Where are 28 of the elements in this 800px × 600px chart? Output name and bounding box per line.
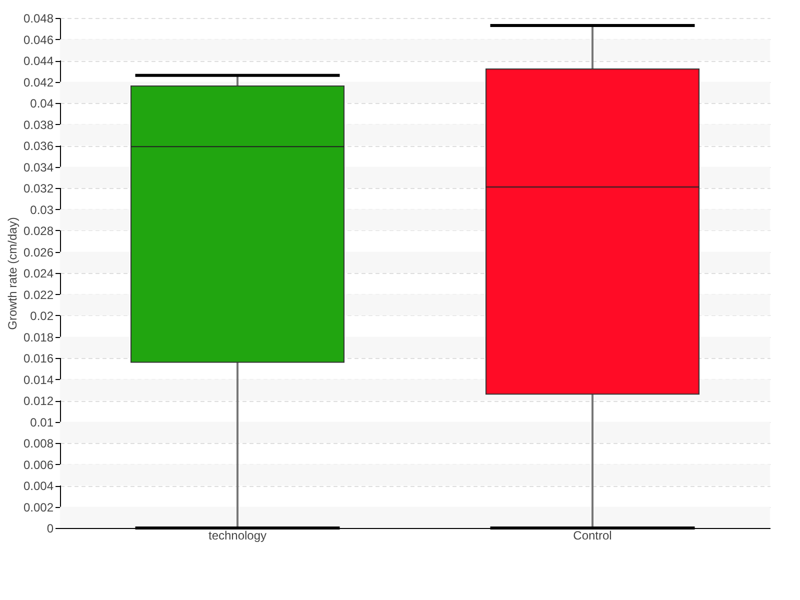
y-tick-label: 0.028: [23, 224, 54, 238]
y-tick-label: 0.014: [23, 372, 54, 387]
y-tick-label: 0.008: [23, 436, 54, 450]
y-tick-label: 0.004: [23, 479, 54, 493]
y-tick-label: 0.036: [23, 139, 54, 153]
y-tick-label: 0.002: [23, 500, 54, 514]
y-tick-label: 0.042: [23, 75, 54, 90]
y-tick-label: 0.038: [23, 118, 54, 132]
y-tick-label: 0.046: [23, 32, 54, 47]
y-tick-label: 0.048: [23, 12, 54, 26]
y-tick-label: 0.04: [30, 96, 54, 110]
y-tick-label: 0.034: [23, 160, 54, 174]
y-tick-label: 0.026: [23, 245, 54, 260]
x-tick-label: technology: [208, 528, 267, 542]
y-axis-title: Growth rate (cm/day): [5, 217, 20, 330]
y-tick-label: 0.012: [23, 394, 54, 408]
y-tick-label: 0.02: [30, 309, 54, 323]
y-tick-label: 0.024: [23, 266, 54, 280]
y-tick-label: 0.022: [23, 288, 54, 302]
y-tick-label: 0.032: [23, 182, 54, 196]
y-tick-label: 0: [46, 522, 54, 536]
y-tick-label: 0.016: [23, 352, 54, 366]
y-tick-label: 0.044: [23, 54, 54, 68]
y-tick-label: 0.01: [30, 415, 54, 430]
y-tick-label: 0.018: [23, 330, 54, 344]
y-tick-label: 0.03: [30, 202, 54, 217]
y-tick-label: 0.006: [23, 458, 54, 472]
x-tick-label: Control: [573, 528, 612, 542]
